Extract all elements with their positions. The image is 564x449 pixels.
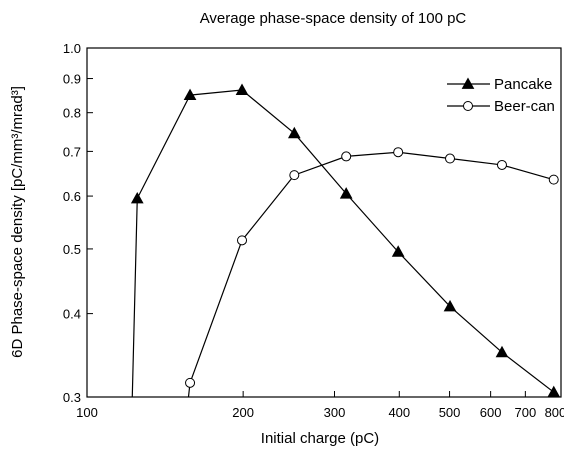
data-point-pancake — [130, 191, 144, 204]
x-tick-label: 400 — [388, 405, 410, 420]
data-point-pancake — [547, 385, 561, 397]
series-pancake — [130, 83, 561, 397]
y-tick-label: 1.0 — [63, 41, 81, 56]
data-point-pancake — [235, 83, 249, 95]
y-tick-label: 0.3 — [63, 390, 81, 405]
legend-marker-pancake — [461, 77, 475, 89]
x-tick-label: 200 — [232, 405, 254, 420]
y-axis-label: 6D Phase-space density [pC/mm³/mrad³] — [9, 86, 26, 358]
x-tick-label: 700 — [515, 405, 537, 420]
data-point-beer-can — [445, 153, 456, 164]
x-tick-label: 100 — [76, 405, 98, 420]
legend-label-beer-can: Beer-can — [494, 98, 555, 115]
chart-title: Average phase-space density of 100 pC — [200, 10, 467, 27]
y-tick-label: 0.5 — [63, 242, 81, 257]
legend-label-pancake: Pancake — [494, 76, 552, 93]
data-point-pancake — [443, 299, 457, 312]
data-point-pancake — [287, 126, 301, 139]
series-layer — [130, 83, 561, 397]
data-point-beer-can — [237, 235, 248, 246]
y-tick-label: 0.6 — [63, 189, 81, 204]
data-point-pancake — [391, 245, 405, 257]
series-line-pancake — [131, 89, 555, 397]
data-point-beer-can — [496, 159, 507, 170]
x-axis-label: Initial charge (pC) — [261, 430, 379, 447]
y-tick-label: 0.9 — [63, 72, 81, 87]
data-point-pancake — [495, 345, 509, 358]
x-tick-label: 300 — [324, 405, 346, 420]
series-beer-can — [185, 147, 559, 397]
y-tick-label: 0.7 — [63, 144, 81, 159]
data-point-beer-can — [289, 170, 300, 181]
data-point-pancake — [339, 187, 353, 199]
data-point-pancake — [183, 88, 197, 101]
y-axis-ticks: 0.3 0.4 0.5 0.6 0.7 0.8 0.9 1.0 — [63, 41, 93, 405]
x-tick-label: 600 — [480, 405, 502, 420]
legend-marker-beer-can — [463, 101, 473, 111]
data-point-beer-can — [393, 147, 404, 158]
plot-frame — [86, 47, 562, 398]
data-point-beer-can — [185, 377, 196, 388]
series-line-beer-can — [187, 151, 554, 397]
data-point-beer-can — [341, 151, 352, 162]
legend: Pancake Beer-can — [447, 76, 555, 115]
y-tick-label: 0.8 — [63, 106, 81, 121]
data-point-beer-can — [548, 174, 559, 185]
y-tick-label: 0.4 — [63, 307, 81, 322]
x-axis-ticks: 100 200 300 400 500 600 700 800 — [76, 391, 564, 420]
x-tick-label: 500 — [439, 405, 461, 420]
x-tick-label: 800 — [545, 405, 564, 420]
